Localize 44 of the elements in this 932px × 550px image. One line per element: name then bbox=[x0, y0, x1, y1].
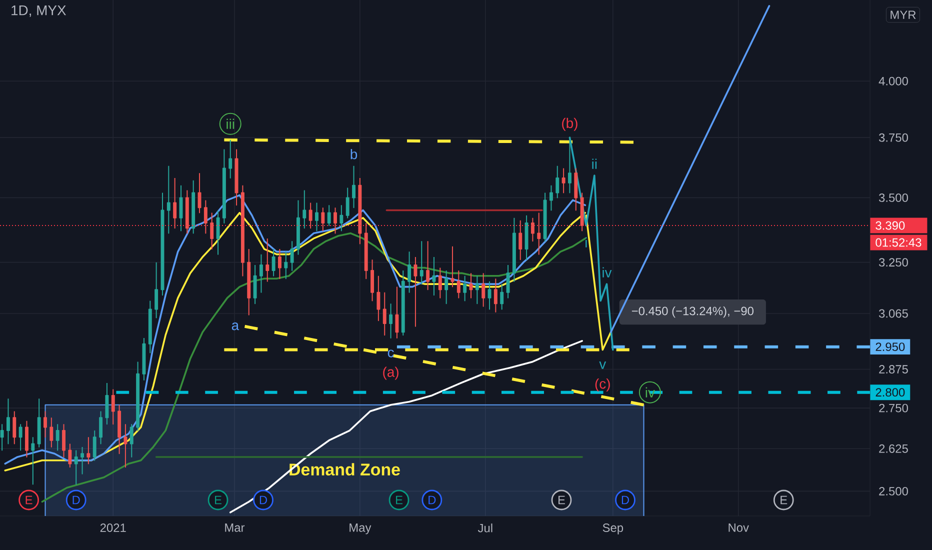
annotation: D bbox=[72, 496, 80, 504]
y-tick-label: 3.750 bbox=[878, 133, 908, 142]
annotation: D bbox=[260, 496, 268, 504]
y-tick-label: 2.625 bbox=[879, 444, 908, 453]
x-tick-label: Nov bbox=[728, 524, 749, 532]
x-tick-label: 2021 bbox=[100, 524, 126, 532]
annotation: i bbox=[586, 237, 587, 248]
annotation: c bbox=[388, 350, 394, 358]
y-tick-label: 2.750 bbox=[879, 404, 908, 412]
annotation: E bbox=[215, 496, 222, 504]
annotation: (a) bbox=[383, 366, 398, 380]
chart-title: 1D, MYX bbox=[12, 6, 66, 17]
annotation: E bbox=[396, 496, 402, 504]
y-tick-label: 2.500 bbox=[879, 486, 908, 496]
annotation: D bbox=[622, 496, 630, 504]
y-tick-label: 3.250 bbox=[878, 258, 908, 267]
annotation: iii bbox=[226, 118, 234, 129]
annotation: (c) bbox=[595, 378, 610, 392]
annotation: −0.450 (−13.24%), −90 bbox=[632, 306, 754, 318]
text: MYR bbox=[890, 10, 916, 19]
x-tick-label: Sep bbox=[602, 524, 624, 534]
annotation: b bbox=[350, 148, 358, 160]
annotation: E bbox=[780, 496, 788, 504]
annotation: iv bbox=[646, 387, 655, 398]
text: 01:52:43 bbox=[876, 238, 922, 247]
annotation: a bbox=[232, 322, 240, 330]
x-tick-label: Jul bbox=[478, 524, 492, 532]
annotation: v bbox=[599, 361, 606, 369]
y-tick-label: 3.500 bbox=[878, 193, 908, 202]
ref-line-label: 3.390 bbox=[876, 221, 905, 230]
data-label: 2.800 bbox=[876, 388, 905, 397]
annotation: E bbox=[26, 496, 32, 504]
data-label: 2.950 bbox=[876, 342, 905, 352]
y-tick-label: 2.875 bbox=[879, 365, 908, 374]
annotation: ii bbox=[592, 158, 597, 169]
annotation: iv bbox=[602, 267, 612, 278]
series-label: Demand Zone bbox=[290, 463, 400, 476]
y-tick-label: 4.000 bbox=[878, 76, 908, 86]
x-tick-label: Mar bbox=[225, 524, 245, 532]
annotation: (b) bbox=[562, 118, 578, 131]
y-tick-label: 3.065 bbox=[878, 309, 908, 318]
annotation: E bbox=[558, 496, 565, 504]
x-tick-label: May bbox=[350, 524, 372, 534]
annotation: D bbox=[428, 496, 436, 504]
